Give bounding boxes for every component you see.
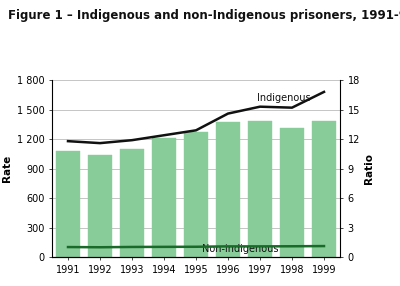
Bar bbox=[120, 149, 144, 257]
Bar bbox=[280, 128, 304, 257]
Bar bbox=[216, 122, 240, 257]
Text: Non-indigenous: Non-indigenous bbox=[202, 244, 279, 254]
Y-axis label: Ratio: Ratio bbox=[364, 153, 374, 184]
Bar bbox=[248, 122, 272, 257]
Y-axis label: Rate: Rate bbox=[2, 155, 12, 182]
Bar bbox=[56, 151, 80, 257]
Text: Indigenous: Indigenous bbox=[257, 93, 310, 103]
Bar bbox=[152, 138, 176, 257]
Text: Figure 1 – Indigenous and non-Indigenous prisoners, 1991-99: Figure 1 – Indigenous and non-Indigenous… bbox=[8, 9, 400, 21]
Bar bbox=[88, 155, 112, 257]
Bar bbox=[184, 132, 208, 257]
Bar bbox=[312, 122, 336, 257]
